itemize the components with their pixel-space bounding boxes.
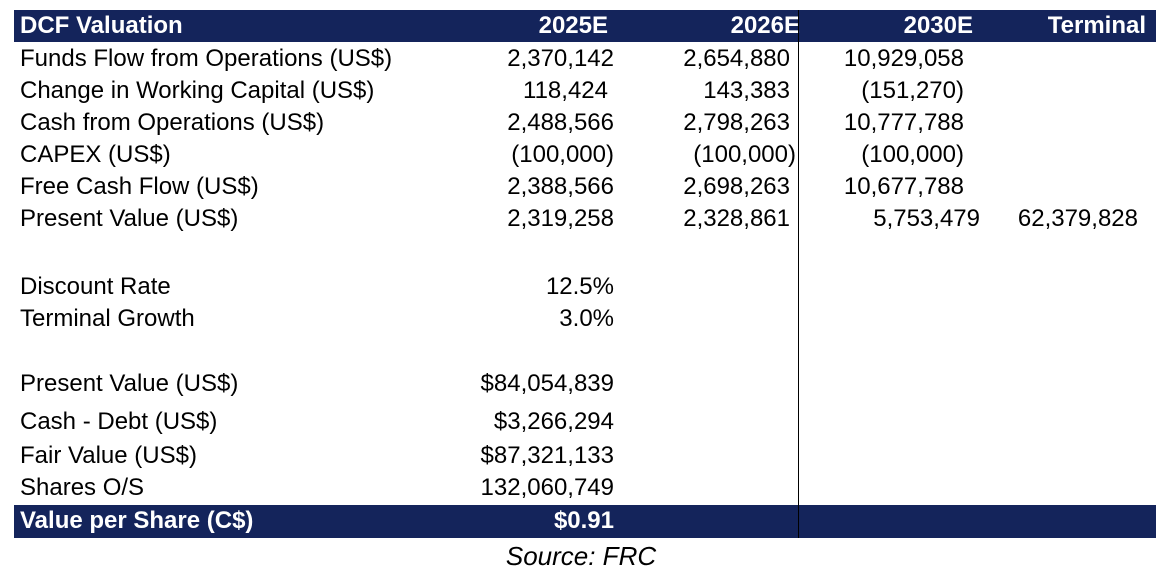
row-label: Funds Flow from Operations (US$) bbox=[20, 45, 393, 72]
cell-2025e: 2,319,258 bbox=[507, 205, 614, 232]
row-label: Free Cash Flow (US$) bbox=[20, 173, 259, 200]
cell-2025e: 2,488,566 bbox=[507, 109, 614, 136]
header-terminal: Terminal bbox=[1047, 12, 1146, 39]
cell-2025e: 2,388,566 bbox=[507, 173, 614, 200]
cash-debt-label: Cash - Debt (US$) bbox=[20, 408, 218, 435]
summary-present-value: $84,054,839 bbox=[480, 370, 614, 397]
cell-2026e: 2,798,263 bbox=[683, 109, 790, 136]
row-label: CAPEX (US$) bbox=[20, 141, 171, 168]
summary-present-value-label: Present Value (US$) bbox=[20, 370, 239, 397]
row-label: Change in Working Capital (US$) bbox=[20, 77, 375, 104]
shares-os-value: 132,060,749 bbox=[480, 474, 614, 501]
cell-2026e: 2,698,263 bbox=[683, 173, 790, 200]
cell-2025e: 2,370,142 bbox=[507, 45, 614, 72]
row-label: Present Value (US$) bbox=[20, 205, 239, 232]
value-per-share-value: $0.91 bbox=[553, 507, 614, 534]
cell-2030e: (151,270) bbox=[861, 77, 964, 104]
cell-terminal: 62,379,828 bbox=[1017, 205, 1138, 232]
cell-2025e: (100,000) bbox=[511, 141, 614, 168]
cell-2026e: (100,000) bbox=[693, 141, 796, 168]
discount-rate-value: 12.5% bbox=[545, 273, 614, 300]
cell-2030e: 10,677,788 bbox=[843, 173, 964, 200]
cell-2026e: 2,328,861 bbox=[683, 205, 790, 232]
terminal-growth-label: Terminal Growth bbox=[20, 305, 195, 332]
cell-2030e: (100,000) bbox=[861, 141, 964, 168]
value-per-share-row: Value per Share (C$) $0.91 bbox=[14, 505, 1156, 538]
cell-2025e: 118,424 bbox=[523, 77, 608, 104]
header-2030e: 2030E bbox=[903, 12, 973, 39]
header-label: DCF Valuation bbox=[20, 12, 183, 39]
column-divider bbox=[798, 10, 799, 538]
cash-debt-value: $3,266,294 bbox=[493, 408, 614, 435]
row-label: Cash from Operations (US$) bbox=[20, 109, 325, 136]
cell-2030e: 10,777,788 bbox=[843, 109, 964, 136]
header-2025e: 2025E bbox=[538, 12, 608, 39]
fair-value-value: $87,321,133 bbox=[480, 442, 614, 469]
cell-2026e: 2,654,880 bbox=[683, 45, 790, 72]
shares-os-label: Shares O/S bbox=[20, 474, 145, 501]
header-2026e: 2026E bbox=[730, 12, 800, 39]
value-per-share-label: Value per Share (C$) bbox=[20, 507, 254, 534]
terminal-growth-value: 3.0% bbox=[559, 305, 614, 332]
cell-2030e: 5,753,479 bbox=[873, 205, 980, 232]
source-caption: Source: FRC bbox=[505, 541, 657, 571]
cell-2026e: 143,383 bbox=[703, 77, 790, 104]
fair-value-label: Fair Value (US$) bbox=[20, 442, 197, 469]
discount-rate-label: Discount Rate bbox=[20, 273, 171, 300]
dcf-valuation-table: DCF Valuation 2025E 2026E 2030E Terminal… bbox=[14, 10, 1156, 538]
header-row: DCF Valuation 2025E 2026E 2030E Terminal bbox=[14, 10, 1156, 42]
cell-2030e: 10,929,058 bbox=[843, 45, 964, 72]
